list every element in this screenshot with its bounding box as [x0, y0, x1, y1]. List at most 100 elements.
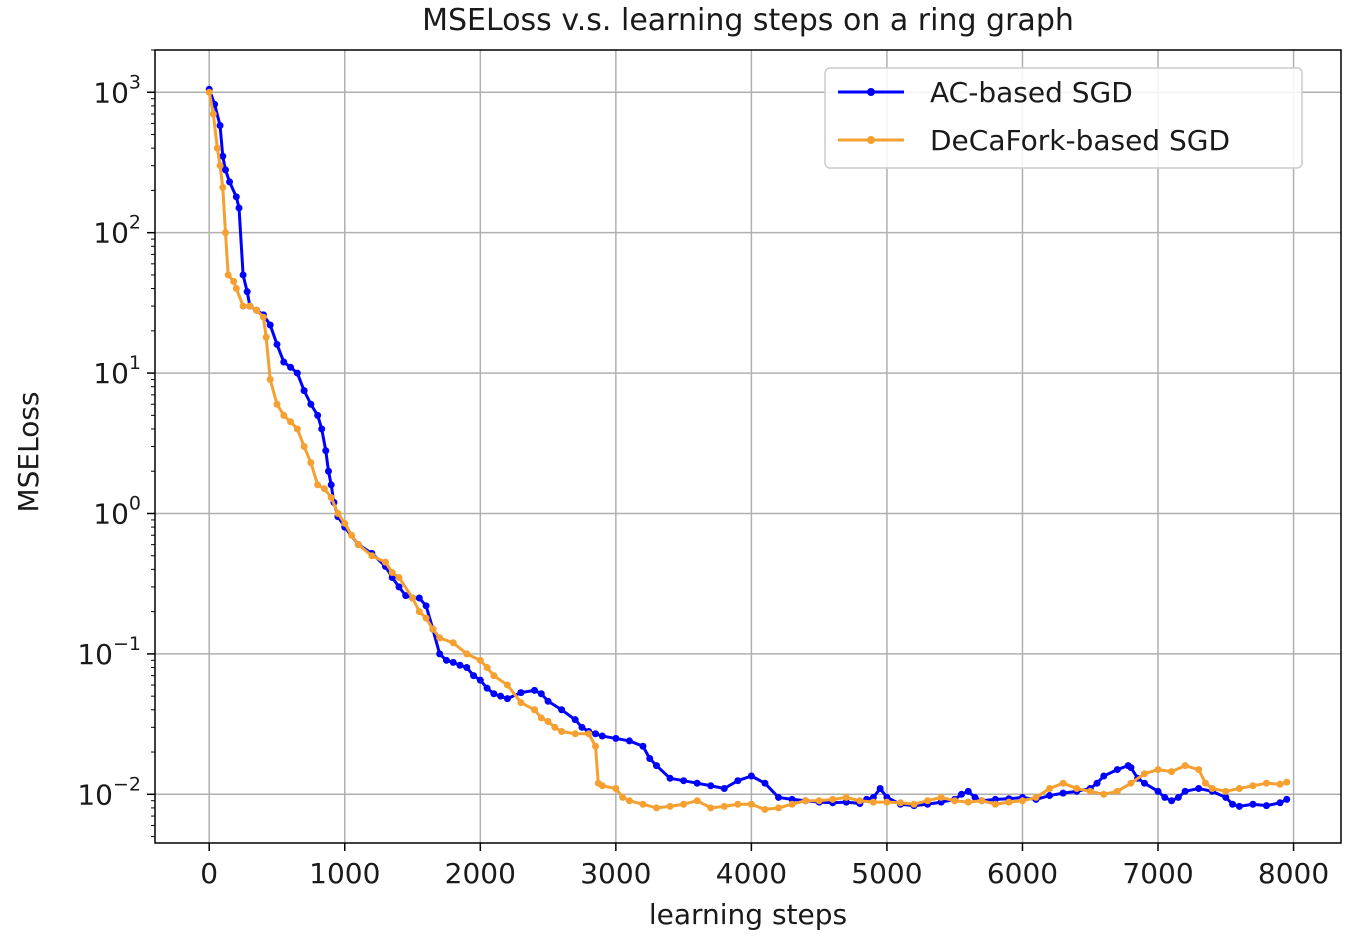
- x-tick-label: 6000: [987, 857, 1058, 890]
- data-point: [388, 574, 396, 582]
- data-point: [1168, 797, 1176, 805]
- data-point: [415, 594, 423, 602]
- data-point: [1046, 792, 1054, 800]
- data-point: [517, 699, 525, 707]
- data-point: [307, 400, 315, 408]
- data-point: [964, 798, 972, 806]
- data-point: [842, 793, 850, 801]
- data-point: [544, 697, 552, 705]
- data-point: [239, 302, 247, 310]
- data-point: [625, 797, 633, 805]
- data-point: [1201, 779, 1209, 787]
- data-point: [531, 706, 539, 714]
- data-point: [368, 552, 376, 560]
- data-point: [720, 784, 728, 792]
- data-point: [774, 804, 782, 812]
- data-point: [307, 459, 315, 467]
- data-point: [747, 800, 755, 808]
- data-point: [680, 777, 688, 785]
- data-point: [1018, 797, 1026, 805]
- data-point: [598, 732, 606, 740]
- data-point: [639, 800, 647, 808]
- data-point: [209, 110, 217, 118]
- data-point: [1222, 787, 1230, 795]
- data-point: [246, 302, 254, 310]
- data-point: [680, 800, 688, 808]
- data-point: [1283, 795, 1291, 803]
- data-point: [1127, 779, 1135, 787]
- data-point: [720, 802, 728, 810]
- data-point: [239, 271, 247, 279]
- data-point: [1154, 787, 1162, 795]
- data-point: [1127, 764, 1135, 772]
- legend: AC-based SGD DeCaFork-based SGD: [824, 67, 1303, 169]
- data-point: [544, 718, 552, 726]
- data-point: [693, 779, 701, 787]
- data-point: [571, 716, 579, 724]
- data-point: [422, 602, 430, 610]
- data-point: [1222, 793, 1230, 801]
- data-point: [1262, 779, 1270, 787]
- data-point: [324, 467, 332, 475]
- series-decafork-based-sgd: [205, 88, 1291, 813]
- data-point: [273, 340, 281, 348]
- data-point: [503, 681, 511, 689]
- data-point: [537, 690, 545, 698]
- data-point: [774, 793, 782, 801]
- data-point: [910, 800, 918, 808]
- data-point: [924, 797, 932, 805]
- data-point: [869, 798, 877, 806]
- data-point: [476, 656, 484, 664]
- data-point: [666, 802, 674, 810]
- data-point: [1283, 778, 1291, 786]
- data-point: [1229, 800, 1237, 808]
- data-point: [232, 193, 240, 201]
- data-point: [856, 797, 864, 805]
- data-point: [1262, 802, 1270, 810]
- data-point: [409, 594, 417, 602]
- data-point: [415, 608, 423, 616]
- legend-label-decafork-based-sgd: DeCaFork-based SGD: [930, 124, 1230, 157]
- series-layer: [205, 85, 1291, 813]
- data-point: [327, 493, 335, 501]
- data-point: [571, 730, 579, 738]
- data-point: [341, 519, 349, 527]
- data-point: [991, 795, 999, 803]
- data-point: [243, 288, 251, 296]
- data-point: [429, 625, 437, 633]
- data-point: [1154, 766, 1162, 774]
- x-tick-label: 5000: [851, 857, 922, 890]
- data-point: [517, 689, 525, 697]
- data-point: [232, 285, 240, 293]
- data-point: [436, 634, 444, 642]
- y-axis-label: MSELoss: [12, 391, 45, 512]
- data-point: [300, 443, 308, 450]
- data-point: [1276, 799, 1284, 807]
- data-point: [1046, 784, 1054, 792]
- data-point: [1093, 779, 1101, 787]
- data-point: [476, 676, 484, 684]
- data-point: [639, 742, 647, 750]
- data-point: [293, 369, 301, 377]
- data-point: [1059, 789, 1067, 797]
- data-point: [216, 162, 224, 170]
- data-point: [619, 793, 627, 801]
- data-point: [442, 656, 450, 664]
- data-point: [883, 798, 891, 806]
- data-point: [625, 737, 633, 745]
- data-point: [815, 797, 823, 805]
- data-point: [734, 777, 742, 785]
- data-point: [322, 447, 330, 455]
- data-point: [213, 144, 221, 152]
- data-point: [262, 333, 270, 341]
- data-point: [287, 418, 295, 426]
- data-point: [456, 661, 464, 669]
- data-point: [978, 797, 986, 805]
- data-point: [666, 774, 674, 782]
- data-point: [707, 782, 715, 790]
- data-point: [280, 358, 288, 366]
- data-point: [503, 695, 511, 703]
- data-point: [1113, 766, 1121, 774]
- data-point: [558, 728, 566, 736]
- x-tick-label: 8000: [1258, 857, 1329, 890]
